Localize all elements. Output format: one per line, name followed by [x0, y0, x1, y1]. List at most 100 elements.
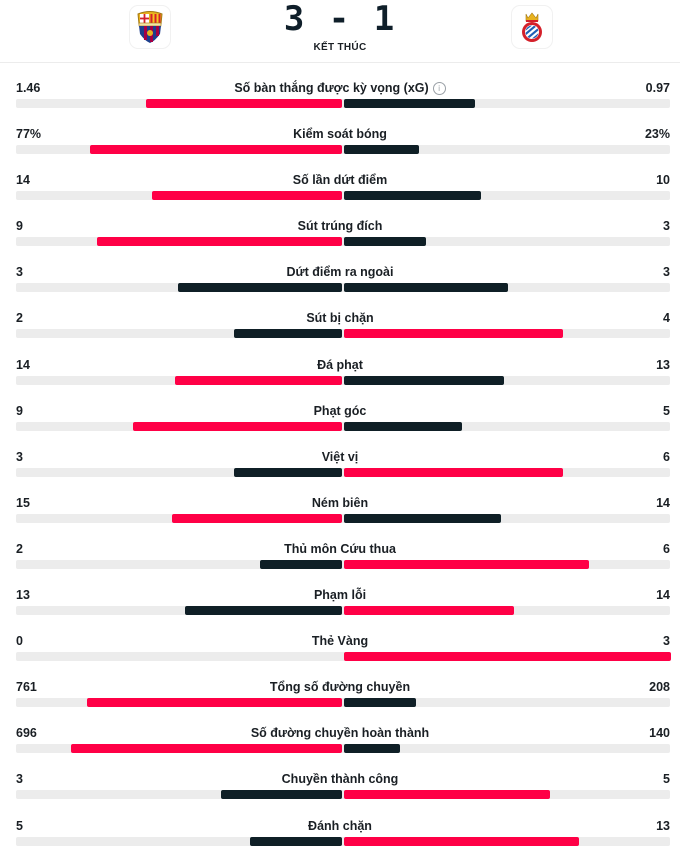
stat-label-text: Số bàn thắng được kỳ vọng (xG) — [234, 81, 429, 95]
stat-label-text: Thủ môn Cứu thua — [284, 541, 396, 556]
home-stat-value: 0 — [16, 634, 23, 649]
home-stat-bar — [234, 467, 342, 477]
away-stat-value: 14 — [656, 588, 670, 603]
stat-label-text: Số đường chuyền hoàn thành — [250, 726, 430, 741]
stat-label: Phạt góc — [0, 404, 680, 418]
stat-label: Dứt điểm ra ngoài — [0, 265, 680, 279]
away-stat-bar — [344, 652, 671, 662]
stat-label-text: Ném biên — [311, 495, 369, 510]
match-status: KẾT THÚC — [313, 42, 367, 53]
home-stat-bar — [175, 375, 342, 385]
stat-label: Chuyền thành công — [0, 772, 680, 786]
stat-label: Ném biên — [0, 496, 680, 510]
stat-label-text: Sút trúng đích — [297, 219, 383, 234]
stat-bar-track — [16, 744, 670, 754]
home-stat-bar — [152, 191, 342, 201]
away-stat-bar — [344, 375, 504, 385]
stat-bar-track — [16, 375, 670, 385]
home-stat-bar — [234, 329, 342, 339]
home-stat-value: 5 — [16, 818, 23, 833]
stat-row: 15 Ném biên 14 — [0, 479, 680, 525]
away-stat-value: 3 — [663, 634, 670, 649]
info-icon[interactable]: i — [432, 82, 446, 95]
stat-label: Phạm lỗi — [0, 588, 680, 602]
home-team-logo[interactable] — [130, 6, 170, 48]
stat-label-text: Phạm lỗi — [313, 588, 367, 603]
home-stat-bar — [185, 606, 342, 616]
home-stat-bar — [146, 99, 342, 108]
stat-label-text: Số lần dứt điểm — [292, 173, 388, 188]
away-stat-value: 3 — [663, 219, 670, 234]
home-stat-value: 77% — [16, 127, 42, 142]
stat-label: Tổng số đường chuyền — [0, 680, 680, 694]
home-stat-value: 15 — [16, 495, 30, 510]
home-stat-bar — [87, 698, 342, 708]
home-stat-bar — [71, 744, 342, 754]
home-stat-value: 13 — [16, 588, 30, 603]
home-stat-value: 696 — [16, 726, 37, 741]
stat-label: Số đường chuyền hoàn thành — [0, 726, 680, 740]
away-stat-bar — [344, 744, 400, 754]
away-stat-value: 140 — [649, 726, 670, 741]
stat-bar-track — [16, 467, 670, 477]
stat-bar-track — [16, 606, 670, 616]
away-stat-value: 14 — [656, 495, 670, 510]
home-stat-bar — [90, 145, 342, 155]
away-stat-bar — [344, 559, 589, 569]
stat-row: 761 Tổng số đường chuyền 208 — [0, 663, 680, 709]
stat-label: Đánh chặn — [0, 819, 680, 833]
away-stat-bar — [344, 237, 426, 247]
away-stat-bar — [344, 698, 416, 708]
stat-bar-track — [16, 99, 670, 108]
stat-row: 3 Dứt điểm ra ngoài 3 — [0, 248, 680, 294]
away-stat-value: 0.97 — [645, 81, 670, 95]
away-stat-bar — [344, 191, 481, 201]
rcd-espanyol-crest-icon — [522, 12, 542, 42]
home-stat-value: 2 — [16, 541, 23, 556]
stat-label: Đá phạt — [0, 358, 680, 372]
home-stat-value: 1.46 — [16, 81, 41, 95]
away-stat-bar — [344, 99, 475, 108]
stat-bar-track — [16, 698, 670, 708]
stat-label-text: Sút bị chặn — [306, 311, 374, 326]
home-stat-value: 3 — [16, 265, 23, 280]
stat-row: 13 Phạm lỗi 14 — [0, 571, 680, 617]
away-stat-value: 208 — [649, 680, 670, 695]
home-stat-value: 14 — [16, 357, 30, 372]
away-stat-bar — [344, 421, 462, 431]
stat-label-text: Dứt điểm ra ngoài — [286, 265, 394, 280]
stat-bar-track — [16, 559, 670, 569]
away-stat-bar — [344, 790, 550, 800]
stat-bar-track — [16, 283, 670, 293]
away-stat-bar — [344, 606, 514, 616]
home-stat-bar — [178, 283, 342, 293]
match-score: 3 - 1 — [283, 0, 397, 39]
stat-bar-track — [16, 836, 670, 846]
stat-label-text: Phạt góc — [313, 403, 367, 418]
stat-row: 9 Phạt góc 5 — [0, 387, 680, 433]
stat-row: 696 Số đường chuyền hoàn thành 140 — [0, 709, 680, 755]
stat-row: 0 Thẻ Vàng 3 — [0, 617, 680, 663]
home-stat-bar — [172, 513, 342, 523]
stat-row: 5 Đánh chặn 13 — [0, 802, 680, 848]
stat-bar-track — [16, 652, 671, 662]
home-stat-bar — [260, 559, 342, 569]
stat-row: 14 Đá phạt 13 — [0, 341, 680, 387]
away-stat-bar — [344, 467, 563, 477]
away-stat-bar — [344, 329, 563, 339]
match-header: 3 - 1 KẾT THÚC — [0, 0, 680, 63]
stat-label: Thẻ Vàng — [0, 634, 680, 648]
away-stat-value: 5 — [663, 772, 670, 787]
stat-label-text: Việt vị — [321, 449, 359, 464]
away-stat-value: 6 — [663, 541, 670, 556]
stat-bar-track — [16, 329, 670, 339]
away-stat-value: 5 — [663, 403, 670, 418]
stat-row: 77% Kiểm soát bóng 23% — [0, 110, 680, 156]
stat-row: 2 Sút bị chặn 4 — [0, 294, 680, 340]
away-team-logo[interactable] — [512, 6, 552, 48]
stat-row: 3 Chuyền thành công 5 — [0, 755, 680, 801]
home-stat-value: 2 — [16, 311, 23, 326]
fc-barcelona-crest-icon — [137, 11, 163, 43]
home-stat-bar — [133, 421, 342, 431]
stat-label: Kiểm soát bóng — [0, 127, 680, 141]
